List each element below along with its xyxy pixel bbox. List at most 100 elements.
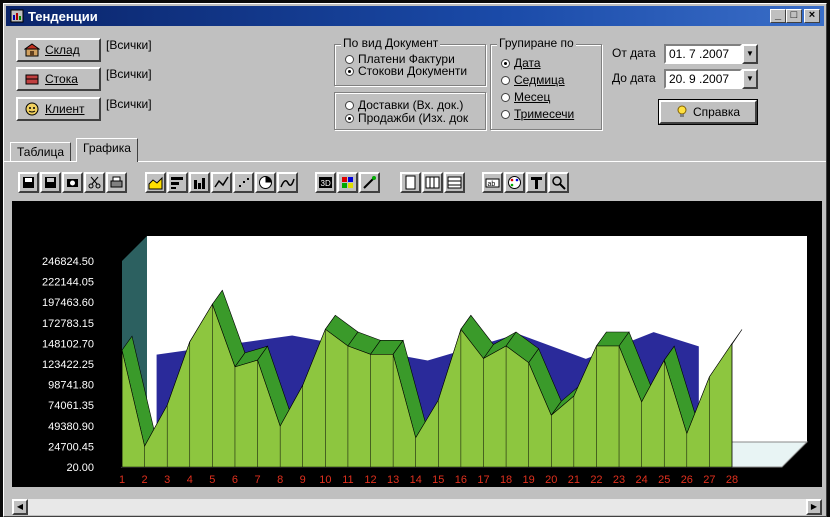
radio-stock-docs[interactable]: Стокови Документи bbox=[345, 65, 467, 78]
to-date-field[interactable]: 20. 9 .2007 bbox=[664, 69, 742, 89]
bar-chart-button[interactable] bbox=[189, 172, 210, 193]
radio-paid-invoices[interactable]: Платени Фактури bbox=[345, 53, 455, 66]
y-tick-label: 98741.80 bbox=[48, 380, 94, 392]
pie-chart-button[interactable] bbox=[255, 172, 276, 193]
scissors-button[interactable] bbox=[84, 172, 105, 193]
palette-button[interactable] bbox=[504, 172, 525, 193]
title-bar[interactable]: Тенденции _ □ × bbox=[6, 6, 824, 26]
radio-month[interactable]: Месец bbox=[501, 91, 550, 104]
x-tick-label: 13 bbox=[387, 474, 399, 486]
client-label: Клиент bbox=[45, 102, 85, 116]
style-icon bbox=[363, 176, 376, 189]
tab-chart-label: Графика bbox=[83, 141, 131, 155]
horizontal-grid-button[interactable] bbox=[444, 172, 465, 193]
page-button[interactable] bbox=[400, 172, 421, 193]
bar-chart-icon bbox=[194, 178, 205, 189]
warehouse-label: Склад bbox=[45, 43, 80, 57]
data-labels-icon: ab bbox=[485, 178, 500, 188]
tab-chart[interactable]: Графика bbox=[76, 138, 138, 162]
zoom-button[interactable] bbox=[548, 172, 569, 193]
close-icon[interactable]: × bbox=[804, 9, 820, 23]
x-tick-label: 10 bbox=[319, 474, 331, 486]
radio-week-label: Седмица bbox=[514, 73, 565, 87]
x-tick-label: 28 bbox=[726, 474, 738, 486]
y-tick-label: 123422.25 bbox=[42, 359, 94, 371]
area-chart-button[interactable] bbox=[145, 172, 166, 193]
radio-paid-invoices-label: Платени Фактури bbox=[358, 52, 455, 66]
camera-icon bbox=[67, 179, 78, 187]
goods-button[interactable]: Стока bbox=[16, 67, 101, 91]
save-as-button[interactable] bbox=[40, 172, 61, 193]
x-tick-label: 14 bbox=[410, 474, 422, 486]
maximize-icon[interactable]: □ bbox=[786, 9, 802, 23]
save-button[interactable] bbox=[18, 172, 39, 193]
horizontal-scrollbar[interactable]: ◀ ▶ bbox=[12, 499, 822, 515]
x-tick-label: 23 bbox=[613, 474, 625, 486]
help-button-face: Справка bbox=[659, 100, 757, 124]
line-chart-icon bbox=[214, 176, 229, 188]
radio-week[interactable]: Седмица bbox=[501, 74, 565, 87]
warehouse-value: [Всички] bbox=[106, 38, 152, 52]
y-tick-label: 172783.15 bbox=[42, 318, 94, 330]
y-tick-label: 49380.90 bbox=[48, 421, 94, 433]
tools-button[interactable] bbox=[526, 172, 547, 193]
doc-type-legend: По вид Документ bbox=[341, 36, 441, 50]
to-date-dropdown-icon[interactable]: ▼ bbox=[742, 69, 758, 89]
camera-button[interactable] bbox=[62, 172, 83, 193]
printer-icon bbox=[110, 176, 123, 188]
line-chart-button[interactable] bbox=[211, 172, 232, 193]
x-tick-label: 3 bbox=[164, 474, 170, 486]
x-tick-label: 27 bbox=[703, 474, 715, 486]
x-tick-label: 24 bbox=[636, 474, 648, 486]
vertical-grid-button[interactable] bbox=[422, 172, 443, 193]
y-tick-label: 24700.45 bbox=[48, 441, 94, 453]
help-button[interactable]: Справка bbox=[658, 99, 758, 125]
scatter-icon bbox=[239, 178, 249, 187]
window-title: Тенденции bbox=[28, 9, 98, 24]
y-tick-label: 20.00 bbox=[66, 462, 94, 474]
app-icon bbox=[10, 9, 24, 23]
from-date-field[interactable]: 01. 7 .2007 bbox=[664, 44, 742, 64]
radio-deliveries-label: Доставки (Вх. док.) bbox=[358, 98, 464, 112]
horizontal-bar-button[interactable] bbox=[167, 172, 188, 193]
curve-chart-button[interactable] bbox=[277, 172, 298, 193]
radio-quarter[interactable]: Тримесечи bbox=[501, 108, 574, 121]
scatter-button[interactable] bbox=[233, 172, 254, 193]
tab-table[interactable]: Таблица bbox=[10, 142, 72, 161]
client-button[interactable]: Клиент bbox=[16, 97, 101, 121]
x-tick-label: 2 bbox=[142, 474, 148, 486]
from-date-dropdown-icon[interactable]: ▼ bbox=[742, 44, 758, 64]
palette-icon bbox=[508, 176, 521, 189]
direction-group: Доставки (Вх. док.) Продажби (Изх. док bbox=[334, 92, 486, 130]
x-tick-label: 12 bbox=[364, 474, 376, 486]
area-chart-icon bbox=[148, 176, 163, 190]
minimize-icon[interactable]: _ bbox=[770, 9, 786, 23]
radio-deliveries[interactable]: Доставки (Вх. док.) bbox=[345, 99, 463, 112]
tab-table-label: Таблица bbox=[17, 145, 65, 159]
goods-icon bbox=[25, 74, 39, 85]
page-icon bbox=[405, 175, 416, 190]
y-tick-label: 246824.50 bbox=[42, 256, 94, 268]
radio-date[interactable]: Дата bbox=[501, 57, 541, 70]
svg-text:3D: 3D bbox=[321, 179, 331, 188]
3d-toggle-button[interactable]: 3D bbox=[315, 172, 336, 193]
from-date-label: От дата bbox=[612, 46, 656, 60]
scroll-left-icon[interactable]: ◀ bbox=[12, 499, 28, 515]
color-palette-button[interactable] bbox=[337, 172, 358, 193]
style-button[interactable] bbox=[359, 172, 380, 193]
radio-sales[interactable]: Продажби (Изх. док bbox=[345, 112, 468, 125]
data-labels-button[interactable]: ab bbox=[482, 172, 503, 193]
printer-button[interactable] bbox=[106, 172, 127, 193]
x-tick-label: 25 bbox=[658, 474, 670, 486]
svg-text:ab: ab bbox=[488, 181, 496, 188]
radio-date-label: Дата bbox=[514, 56, 541, 70]
x-tick-label: 26 bbox=[681, 474, 693, 486]
x-tick-label: 16 bbox=[455, 474, 467, 486]
radio-month-label: Месец bbox=[514, 90, 551, 104]
warehouse-button[interactable]: Склад bbox=[16, 38, 101, 62]
y-tick-label: 74061.35 bbox=[48, 400, 94, 412]
radio-quarter-dot bbox=[501, 110, 510, 119]
scroll-right-icon[interactable]: ▶ bbox=[806, 499, 822, 515]
goods-label: Стока bbox=[45, 72, 78, 86]
x-tick-label: 20 bbox=[545, 474, 557, 486]
